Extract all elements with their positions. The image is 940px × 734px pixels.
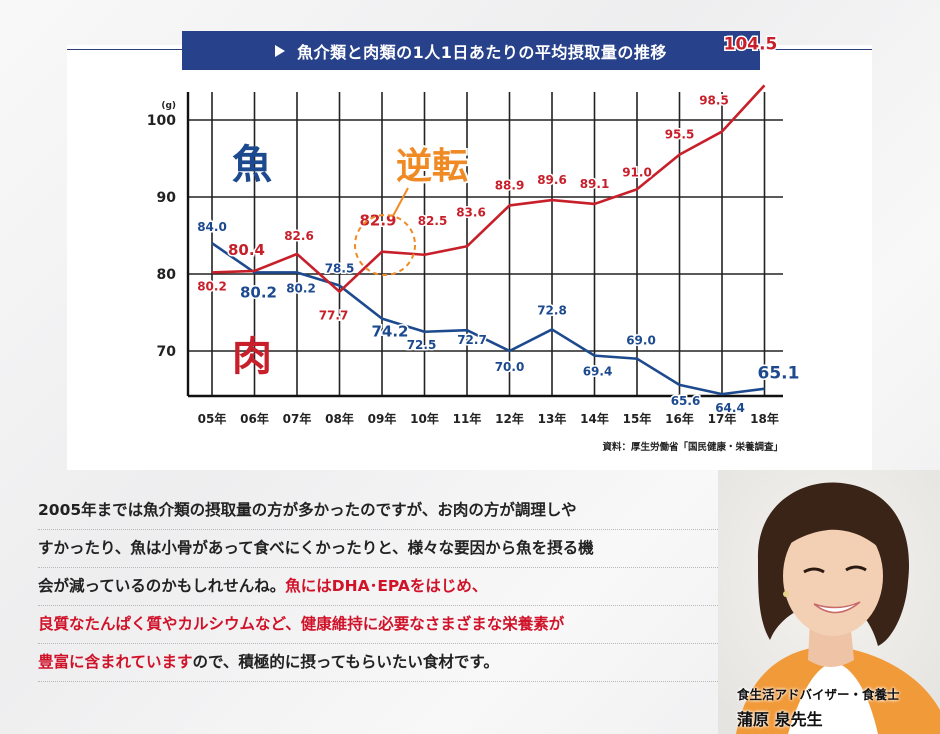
data-label-fish: 72.7 [457, 333, 487, 347]
line-chart: 70 80 90 100 (g) 05年 06年 07年 08年 09年 10年 11年 12年 13年 1… [147, 33, 801, 453]
body-line-3: 会が減っているのかもしれせんね。魚にはDHA･EPAをはじめ、 [38, 568, 718, 606]
data-label-fish: 80.2 [240, 283, 277, 301]
x-tick-label: 05年 [198, 411, 227, 426]
x-tick-label: 17年 [708, 411, 737, 426]
data-label-fish: 69.0 [626, 334, 656, 348]
annotation-text: 逆転 [396, 145, 468, 187]
x-tick-label: 16年 [665, 411, 694, 426]
chart-title-banner: 魚介類と肉類の1人1日あたりの平均摂取量の推移 [182, 31, 760, 70]
data-label-fish: 64.4 [715, 401, 745, 415]
data-label-meat: 89.1 [580, 177, 610, 191]
series-name-fish: 魚 [232, 141, 272, 188]
y-axis-label: (g) [161, 101, 176, 111]
body-text: 2005年までは魚介類の摂取量の方が多かったのですが、お肉の方が調理しや すかっ… [38, 492, 718, 682]
data-label-meat: 80.2 [197, 279, 227, 293]
data-label-meat: 89.6 [537, 173, 567, 187]
data-label-meat: 82.6 [284, 229, 314, 243]
x-tick-label: 09年 [368, 411, 397, 426]
series-name-meat: 肉 [232, 333, 272, 380]
body-line-5-text: ので、積極的に摂ってもらいたい食材です。 [192, 653, 499, 671]
advisor-caption: 食生活アドバイザー・食養士 蒲原 泉先生 [737, 684, 900, 730]
annotation-pointer [392, 187, 409, 217]
data-label-fish: 69.4 [583, 365, 613, 379]
data-label-fish: 72.8 [537, 303, 567, 317]
data-label-meat: 91.0 [622, 165, 652, 179]
advisor-role: 食生活アドバイザー・食養士 [737, 687, 900, 702]
y-tick-label: 70 [157, 344, 177, 360]
x-tick-label: 15年 [623, 411, 652, 426]
data-label-meat: 104.5 [724, 34, 778, 54]
body-line-4: 良質なたんぱく質やカルシウムなど、健康維持に必要なさまざまな栄養素が [38, 606, 718, 644]
x-tick-label: 13年 [538, 411, 567, 426]
x-tick-label: 10年 [410, 411, 439, 426]
x-tick-label: 12年 [495, 411, 524, 426]
body-line-3-highlight: 魚にはDHA･EPAをはじめ、 [285, 577, 488, 595]
data-label-meat: 82.9 [359, 212, 396, 230]
body-line-5-highlight: 豊富に含まれています [38, 653, 193, 671]
x-tick-label: 06年 [240, 411, 269, 426]
data-label-meat: 95.5 [665, 128, 695, 142]
annotation-circle [354, 214, 416, 276]
source-note: 資料：厚生労働省「国民健康・栄養調査」 [602, 441, 783, 453]
data-label-fish: 78.5 [325, 262, 355, 276]
data-label-fish: 84.0 [197, 220, 227, 234]
body-line-2: すかったり、魚は小骨があって食べにくかったりと、様々な要因から魚を摂る機 [38, 530, 718, 568]
advisor-photo [718, 470, 940, 734]
data-label-meat: 82.5 [418, 214, 448, 228]
x-tick-label: 11年 [453, 411, 482, 426]
data-label-fish: 74.2 [371, 323, 408, 341]
x-tick-label: 14年 [580, 411, 609, 426]
series-line [211, 242, 765, 396]
data-label-meat: 88.9 [495, 178, 525, 192]
x-tick-label: 08年 [325, 411, 354, 426]
y-tick-label: 90 [157, 190, 177, 206]
data-label-meat: 83.6 [456, 205, 486, 219]
data-label-fish: 65.6 [671, 394, 701, 408]
series-line [211, 84, 766, 294]
body-line-1: 2005年までは魚介類の摂取量の方が多かったのですが、お肉の方が調理しや [38, 492, 718, 530]
chart-title: 魚介類と肉類の1人1日あたりの平均摂取量の推移 [297, 42, 667, 62]
body-line-5: 豊富に含まれていますので、積極的に摂ってもらいたい食材です。 [38, 644, 718, 682]
data-label-fish: 80.2 [286, 281, 316, 295]
y-tick-label: 80 [157, 267, 177, 283]
data-label-fish: 72.5 [407, 338, 437, 352]
data-label-meat: 77.7 [319, 309, 349, 323]
body-line-3-text: 会が減っているのかもしれせんね。 [38, 577, 286, 595]
y-tick-label: 100 [147, 113, 176, 129]
data-label-fish: 70.0 [495, 360, 525, 374]
play-arrow-icon [275, 44, 286, 57]
x-tick-label: 07年 [283, 411, 312, 426]
data-label-meat: 80.4 [228, 241, 265, 259]
data-label-fish: 65.1 [758, 364, 800, 384]
advisor-name: 蒲原 泉先生 [737, 710, 823, 729]
data-label-meat: 98.5 [699, 94, 729, 108]
x-tick-label: 18年 [750, 411, 779, 426]
